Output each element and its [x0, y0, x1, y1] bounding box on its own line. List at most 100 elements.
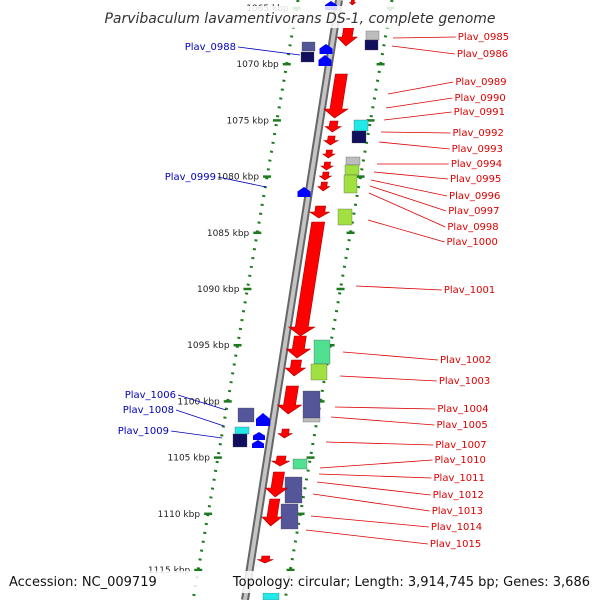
map-title: Parvibaculum lavamentivorans DS-1, compl… [104, 11, 495, 27]
cds-arrow-reverse [256, 413, 270, 426]
cds-arrows [252, 0, 359, 564]
label-leader [370, 179, 448, 197]
scale-tick-label: 1100 kbp [177, 397, 220, 407]
gene-label-plav_1008[interactable]: Plav_1008 [123, 405, 174, 416]
label-leader [310, 515, 429, 528]
gene-label-plav_0999[interactable]: Plav_0999 [165, 172, 216, 183]
gene-label-plav_0994[interactable]: Plav_0994 [451, 159, 502, 170]
gene-label-plav_0986[interactable]: Plav_0986 [457, 49, 508, 60]
label-leader [342, 351, 439, 361]
gene-label-plav_0995[interactable]: Plav_0995 [450, 174, 501, 185]
cds-arrow-reverse [318, 55, 332, 66]
cog-block [351, 130, 367, 144]
label-leader [237, 46, 301, 56]
label-leader [170, 430, 223, 439]
cds-arrow [257, 555, 274, 564]
gene-labels: Plav_0985 Plav_0986 Plav_0989 Plav_0990 Plav… [118, 32, 509, 550]
gene-label-plav_0996[interactable]: Plav_0996 [449, 191, 500, 202]
cog-block [310, 363, 328, 381]
cog-block [301, 41, 316, 52]
cog-block [353, 119, 369, 132]
gene-label-plav_1001[interactable]: Plav_1001 [444, 285, 495, 296]
gene-label-plav_0998[interactable]: Plav_0998 [447, 222, 498, 233]
label-leader [367, 219, 445, 243]
gene-label-plav_0985[interactable]: Plav_0985 [458, 32, 509, 43]
cds-arrow [270, 455, 290, 467]
gene-label-plav_0990[interactable]: Plav_0990 [454, 93, 505, 104]
cog-block [364, 39, 379, 51]
gene-label-plav_1003[interactable]: Plav_1003 [439, 376, 490, 387]
label-leaders [170, 36, 456, 545]
cds-arrow [308, 205, 330, 219]
label-leader [312, 493, 430, 512]
cds-arrow-reverse [252, 440, 264, 448]
cog-block [365, 30, 380, 41]
label-leader [387, 81, 454, 95]
cds-arrow [285, 335, 312, 359]
gene-label-plav_1007[interactable]: Plav_1007 [435, 440, 486, 451]
label-leader [316, 481, 431, 496]
gene-label-plav_0993[interactable]: Plav_0993 [452, 144, 503, 155]
label-leader [325, 441, 434, 446]
gene-label-plav_1013[interactable]: Plav_1013 [432, 506, 483, 517]
gene-label-plav_1000[interactable]: Plav_1000 [447, 237, 498, 248]
label-leader [378, 141, 450, 150]
label-leader [391, 45, 455, 55]
cds-arrow [264, 471, 289, 498]
cog-block [280, 503, 299, 530]
cog-block [302, 390, 321, 419]
gene-label-plav_1014[interactable]: Plav_1014 [431, 522, 482, 533]
cog-block [237, 407, 255, 423]
cog-block [234, 426, 250, 435]
gene-label-plav_0988[interactable]: Plav_0988 [185, 42, 236, 53]
cog-block [300, 51, 315, 63]
cds-arrow [276, 385, 303, 415]
gene-label-plav_0997[interactable]: Plav_0997 [448, 206, 499, 217]
gene-label-plav_1004[interactable]: Plav_1004 [437, 404, 488, 415]
cds-arrow [324, 120, 343, 133]
label-leader [373, 171, 449, 180]
scale-tick-label: 1080 kbp [217, 173, 260, 183]
label-leader [339, 375, 437, 382]
cds-arrow [336, 27, 359, 47]
cog-block [337, 208, 353, 226]
cog-block [344, 164, 360, 176]
label-leader [368, 192, 446, 228]
topology-text: Topology: circular; Length: 3,914,745 bp… [232, 575, 590, 590]
gene-label-plav_1005[interactable]: Plav_1005 [436, 420, 487, 431]
gene-label-plav_1006[interactable]: Plav_1006 [125, 390, 176, 401]
scale-tick-label: 1075 kbp [227, 116, 270, 126]
gene-label-plav_0992[interactable]: Plav_0992 [453, 128, 504, 139]
accession-text: Accession: NC_009719 [9, 575, 157, 590]
label-leader [330, 416, 435, 426]
cog-block [345, 156, 361, 166]
cds-arrow [277, 428, 294, 439]
cog-block [262, 592, 280, 600]
cog-block [232, 433, 248, 448]
label-leader [380, 131, 451, 134]
gene-label-plav_1015[interactable]: Plav_1015 [430, 539, 481, 550]
cds-arrow [261, 498, 283, 527]
cds-arrow [323, 73, 349, 119]
cds-arrow-reverse [297, 187, 311, 197]
gene-label-plav_0991[interactable]: Plav_0991 [454, 107, 505, 118]
scale-tick-label: 1105 kbp [168, 454, 211, 464]
gene-label-plav_1011[interactable]: Plav_1011 [434, 473, 485, 484]
gene-label-plav_1002[interactable]: Plav_1002 [440, 355, 491, 366]
label-leader [355, 285, 442, 291]
cog-block [313, 339, 331, 365]
gene-label-plav_1012[interactable]: Plav_1012 [433, 490, 484, 501]
label-leader [177, 394, 227, 411]
cds-arrow [348, 0, 357, 6]
gene-label-plav_1010[interactable]: Plav_1010 [435, 455, 486, 466]
cds-arrow [321, 149, 336, 159]
gene-label-plav_0989[interactable]: Plav_0989 [455, 77, 506, 88]
scale-tick-label: 1090 kbp [197, 285, 240, 295]
cds-arrow-reverse [319, 44, 333, 54]
gene-label-plav_1009[interactable]: Plav_1009 [118, 426, 169, 437]
label-leader [305, 529, 428, 545]
label-leader [385, 97, 453, 109]
cds-arrow [320, 161, 335, 171]
cog-block [284, 476, 303, 504]
cds-arrow [284, 359, 307, 377]
